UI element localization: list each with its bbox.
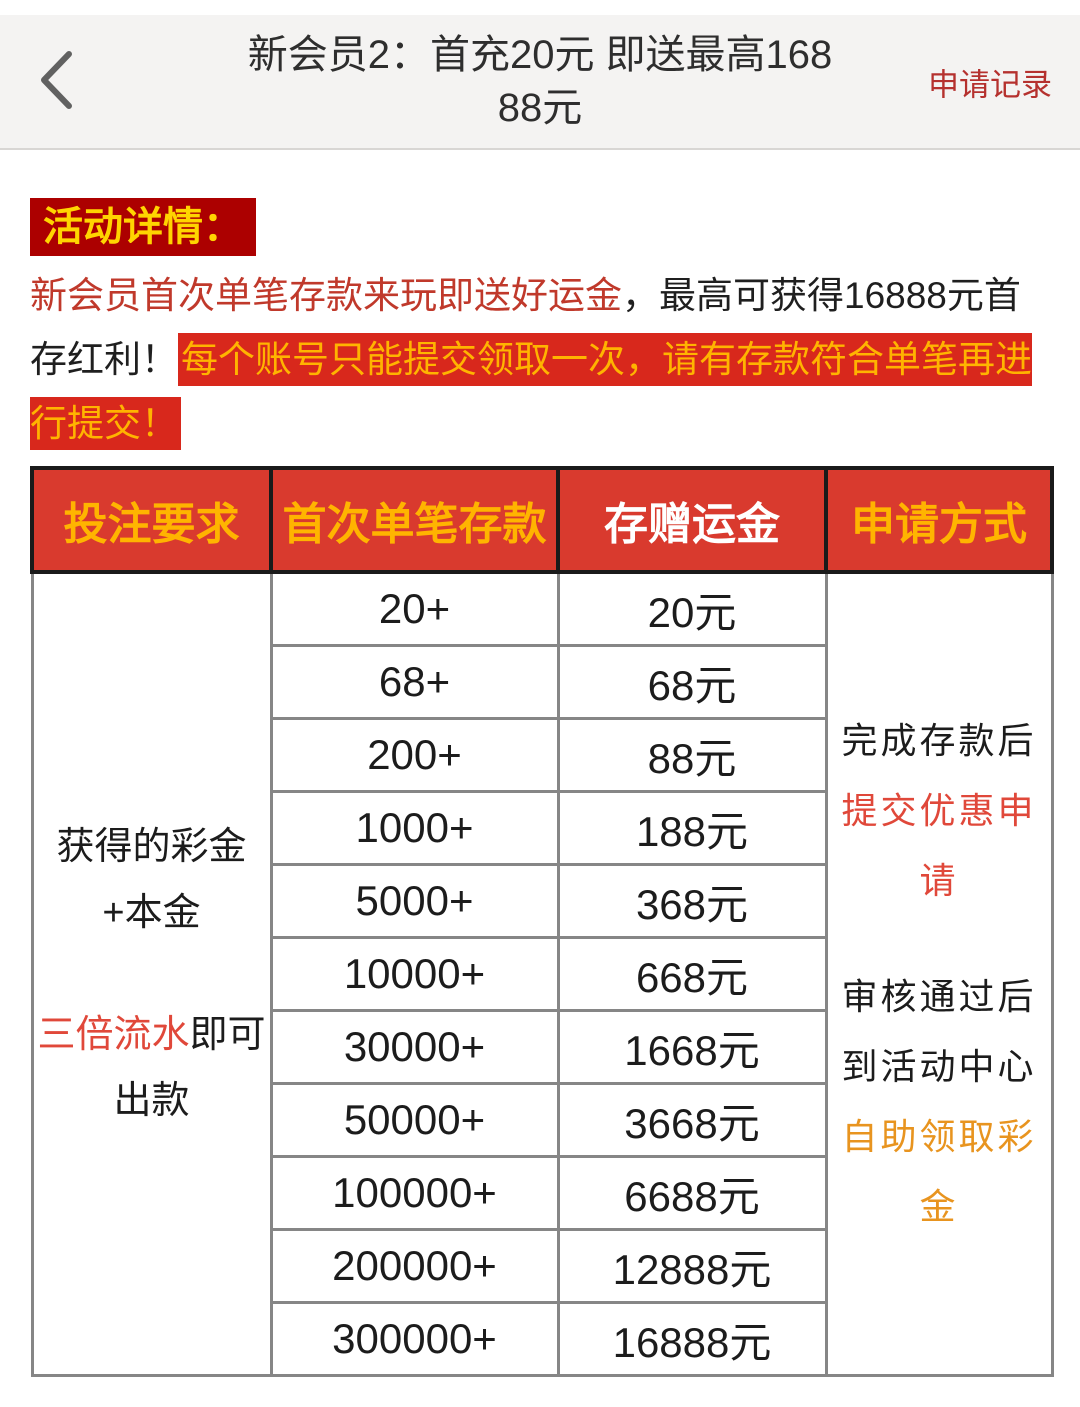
table-row: 200+ 88元	[32, 717, 1052, 793]
bonus-cell: 6688元	[556, 1155, 828, 1231]
back-button[interactable]	[30, 50, 82, 114]
col-header-apply-method: 申请方式	[824, 466, 1054, 574]
table-row: 300000+ 16888元	[32, 1301, 1052, 1377]
chevron-left-icon	[39, 49, 73, 114]
top-bar: 新会员2：首充20元 即送最高16888元 申请记录	[0, 15, 1080, 150]
deposit-cell: 200000+	[269, 1228, 560, 1304]
bonus-cell: 88元	[556, 717, 828, 793]
deposit-cell: 1000+	[269, 790, 560, 866]
apply-method-line: 完成存款后	[841, 720, 1037, 761]
bonus-cell: 188元	[556, 790, 828, 866]
apply-method-line: 审核通过后 到活动中心	[841, 976, 1037, 1087]
deposit-cell: 20+	[269, 570, 560, 647]
page-title: 新会员2：首充20元 即送最高16888元	[247, 32, 833, 130]
requirement-cell: 获得的彩金 +本金 三倍流水即可出款	[30, 570, 273, 1377]
requirement-winnings-text: 获得的彩金 +本金	[56, 826, 247, 934]
apply-method-line: 自助领取彩金	[841, 1116, 1037, 1227]
deposit-cell: 68+	[269, 644, 560, 720]
bonus-table: 投注要求 首次单笔存款 存赠运金 申请方式 获得的彩金 +本金 三倍流水即可出款 2…	[30, 466, 1054, 1377]
promo-warning-highlight: 每个账号只能提交领取一次，请有存款符合单笔再进行提交！	[30, 333, 1032, 450]
bonus-cell: 668元	[556, 936, 828, 1012]
deposit-cell: 100000+	[269, 1155, 560, 1231]
deposit-cell: 5000+	[269, 863, 560, 939]
bonus-cell: 3668元	[556, 1082, 828, 1158]
activity-details-heading: 活动详情：	[30, 198, 256, 256]
table-row: 获得的彩金 +本金 三倍流水即可出款 20+ 20元 完成存款后 提交优惠申请 审核通过后 …	[30, 570, 1054, 1377]
deposit-cell: 50000+	[269, 1082, 560, 1158]
deposit-cell: 10000+	[269, 936, 560, 1012]
requirement-turnover-text: 三倍流水即可出款	[37, 1014, 266, 1122]
apply-method-cell: 完成存款后提交优惠申请 审核通过后 到活动中心 自助领取彩金	[824, 570, 1054, 1377]
table-row: 1000+ 188元	[32, 790, 1052, 866]
promo-paragraph: 新会员首次单笔存款来玩即送好运金，最高可获得16888元首存红利！每个账号只能提…	[30, 264, 1050, 456]
col-header-bonus: 存赠运金	[556, 466, 828, 574]
table-row: 10000+ 668元	[32, 936, 1052, 1012]
bonus-cell: 1668元	[556, 1009, 828, 1085]
deposit-cell: 30000+	[269, 1009, 560, 1085]
bonus-cell: 12888元	[556, 1228, 828, 1304]
promo-content: 活动详情： 新会员首次单笔存款来玩即送好运金，最高可获得16888元首存红利！每…	[0, 150, 1080, 1377]
bonus-cell: 368元	[556, 863, 828, 939]
table-row: 100000+ 6688元	[32, 1155, 1052, 1231]
table-row: 200000+ 12888元	[32, 1228, 1052, 1304]
table-header-row: 投注要求 首次单笔存款 存赠运金 申请方式	[30, 466, 1054, 574]
deposit-cell: 200+	[269, 717, 560, 793]
table-row: 68+ 68元	[32, 644, 1052, 720]
bonus-cell: 68元	[556, 644, 828, 720]
bonus-cell: 16888元	[556, 1301, 828, 1377]
table-row: 30000+ 1668元	[32, 1009, 1052, 1085]
promo-intro-black: ，最高可获得16888元首存红利！	[30, 275, 1021, 380]
bonus-table-body: 获得的彩金 +本金 三倍流水即可出款 20+ 20元 完成存款后 提交优惠申请 审核通过后 …	[30, 570, 1054, 1377]
table-row: 50000+ 3668元	[32, 1082, 1052, 1158]
table-row: 5000+ 368元	[32, 863, 1052, 939]
apply-records-link[interactable]: 申请记录	[928, 67, 1052, 102]
col-header-first-deposit: 首次单笔存款	[269, 466, 560, 574]
apply-method-line: 提交优惠申请	[841, 790, 1037, 901]
promo-intro-red: 新会员首次单笔存款来玩即送好运金	[30, 275, 622, 316]
bonus-cell: 20元	[556, 570, 828, 647]
deposit-cell: 300000+	[269, 1301, 560, 1377]
col-header-bet-requirement: 投注要求	[30, 466, 273, 574]
